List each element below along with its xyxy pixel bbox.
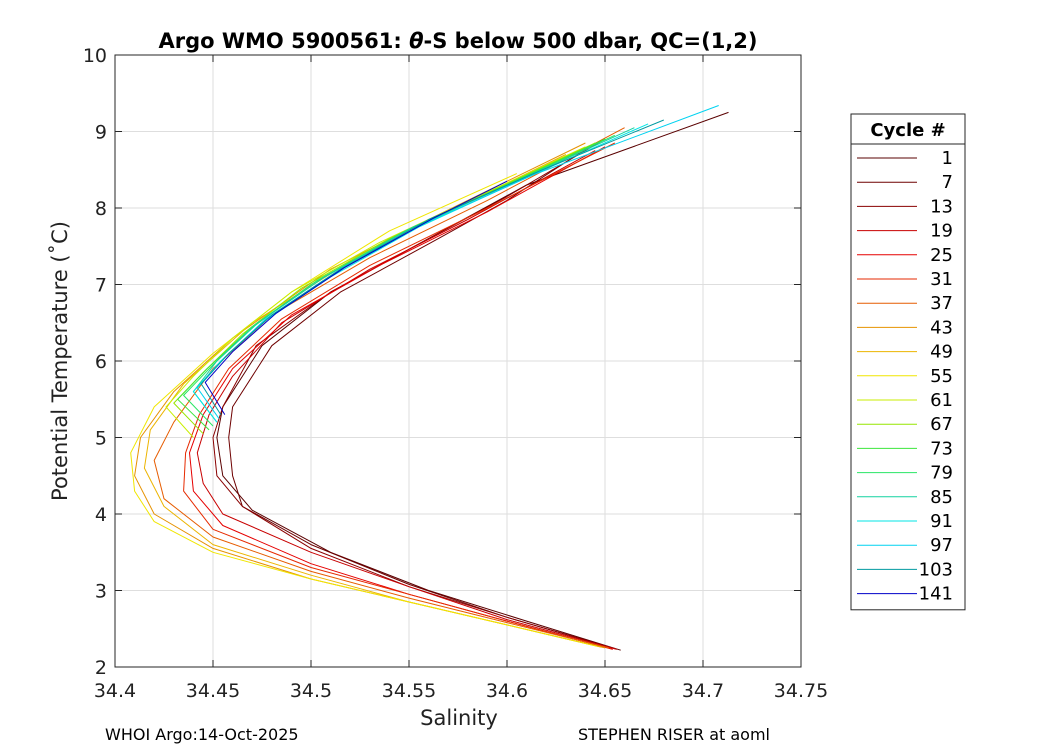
legend-label-91: 91 bbox=[930, 511, 953, 532]
series-line-cycle-7 bbox=[228, 142, 615, 650]
x-tick-label: 34.5 bbox=[290, 680, 332, 702]
legend: Cycle # 1 7 13 19 25 31 37 43 49 55 61 67 73 79 85 91 97 1… bbox=[850, 113, 966, 611]
series-line-cycle-25 bbox=[189, 146, 613, 650]
legend-label-19: 19 bbox=[930, 221, 953, 242]
x-tick-label: 34.65 bbox=[578, 680, 632, 702]
y-tick-label: 6 bbox=[95, 351, 107, 373]
x-axis-label: Salinity bbox=[420, 706, 498, 730]
axis-ticks: 34.4 34.45 34.5 34.55 34.6 34.65 34.7 34.75 2 3 4 5… bbox=[83, 45, 828, 702]
legend-title: Cycle # bbox=[870, 120, 945, 141]
legend-label-31: 31 bbox=[930, 269, 953, 290]
legend-label-1: 1 bbox=[942, 148, 953, 169]
series-line-cycle-55 bbox=[130, 173, 598, 647]
series-line-cycle-103 bbox=[200, 119, 664, 415]
x-tick-label: 34.75 bbox=[774, 680, 828, 702]
series-line-cycle-19 bbox=[196, 150, 617, 650]
series-line-cycle-43 bbox=[134, 142, 606, 649]
legend-label-79: 79 bbox=[930, 463, 953, 484]
legend-label-67: 67 bbox=[930, 414, 953, 435]
x-tick-label: 34.45 bbox=[186, 680, 240, 702]
series-line-cycle-97 bbox=[196, 105, 719, 419]
legend-label-13: 13 bbox=[930, 196, 953, 217]
footer-right: STEPHEN RISER at aoml bbox=[578, 725, 770, 744]
series-group bbox=[130, 105, 729, 651]
chart-title: Argo WMO 5900561: θ-S below 500 dbar, QC… bbox=[158, 29, 757, 53]
chart-title-theta: θ bbox=[409, 29, 423, 53]
legend-label-141: 141 bbox=[919, 584, 953, 605]
grid-lines bbox=[115, 55, 801, 667]
legend-label-103: 103 bbox=[919, 559, 953, 580]
y-tick-label: 5 bbox=[95, 428, 107, 450]
footer-left: WHOI Argo:14-Oct-2025 bbox=[105, 725, 299, 744]
x-tick-label: 34.4 bbox=[94, 680, 136, 702]
y-tick-label: 3 bbox=[95, 581, 107, 603]
legend-label-37: 37 bbox=[930, 293, 953, 314]
series-line-cycle-31 bbox=[183, 142, 616, 650]
legend-label-97: 97 bbox=[930, 535, 953, 556]
series-line-cycle-91 bbox=[192, 123, 649, 423]
x-tick-label: 34.55 bbox=[382, 680, 436, 702]
y-tick-label: 7 bbox=[95, 275, 107, 297]
legend-label-7: 7 bbox=[942, 172, 953, 193]
legend-label-55: 55 bbox=[930, 366, 953, 387]
chart-title-prefix: Argo WMO 5900561: bbox=[158, 29, 409, 53]
y-tick-label: 8 bbox=[95, 198, 107, 220]
y-tick-label: 2 bbox=[95, 657, 107, 679]
legend-label-43: 43 bbox=[930, 317, 953, 338]
series-line-cycle-13 bbox=[212, 138, 615, 650]
legend-label-85: 85 bbox=[930, 487, 953, 508]
series-line-cycle-141 bbox=[204, 180, 508, 415]
y-tick-label: 10 bbox=[83, 45, 107, 67]
legend-label-25: 25 bbox=[930, 245, 953, 266]
series-line-cycle-37 bbox=[153, 127, 625, 649]
legend-label-49: 49 bbox=[930, 342, 953, 363]
y-tick-label: 4 bbox=[95, 504, 107, 526]
x-tick-label: 34.6 bbox=[486, 680, 528, 702]
legend-label-73: 73 bbox=[930, 438, 953, 459]
chart-title-suffix: -S below 500 dbar, QC=(1,2) bbox=[424, 29, 758, 53]
series-line-cycle-85 bbox=[192, 127, 635, 423]
y-axis-label: Potential Temperature (˚C) bbox=[48, 221, 72, 501]
legend-box bbox=[850, 113, 966, 611]
x-tick-label: 34.7 bbox=[682, 680, 724, 702]
legend-label-61: 61 bbox=[930, 390, 953, 411]
y-tick-label: 9 bbox=[95, 122, 107, 144]
